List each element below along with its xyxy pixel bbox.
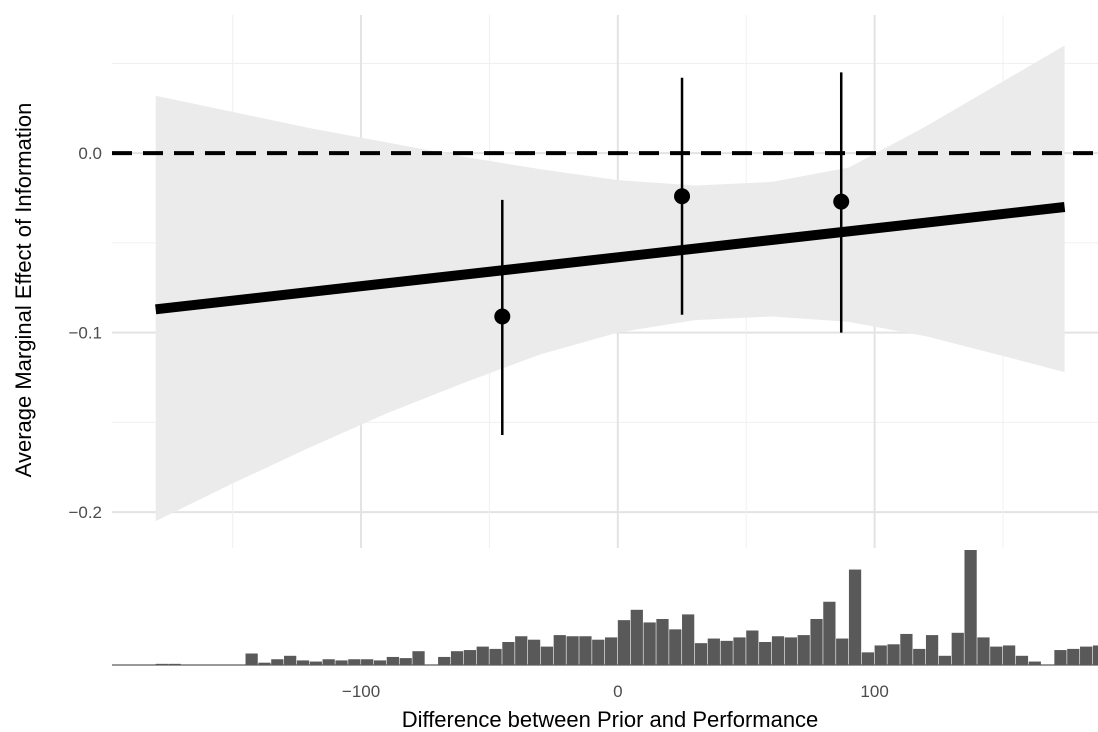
histogram-bar: [438, 656, 451, 665]
histogram-bar: [746, 630, 759, 665]
histogram-bar: [296, 660, 310, 665]
histogram-bar: [913, 648, 926, 665]
histogram-bar: [990, 646, 1003, 665]
histogram-bar: [502, 642, 515, 665]
histogram-bar: [489, 648, 502, 665]
histogram-bar: [951, 632, 964, 665]
x-tick-label: 0: [613, 682, 622, 701]
histogram-bar: [386, 656, 399, 665]
point-estimate: [494, 308, 511, 325]
histogram-bar: [771, 636, 785, 665]
histogram-bar: [1028, 661, 1041, 665]
histogram-bar: [373, 660, 387, 665]
histogram-bar: [925, 635, 939, 665]
histogram-bar: [938, 655, 952, 665]
y-tick-label: −0.2: [68, 503, 102, 522]
histogram-bar: [887, 644, 900, 665]
histogram-bar: [1092, 645, 1098, 665]
histogram-bar: [1067, 648, 1080, 665]
histogram-bar: [733, 637, 746, 665]
histogram-bar: [759, 642, 772, 665]
histogram-bar: [348, 659, 361, 665]
point-estimate: [674, 188, 691, 205]
histogram-bar: [797, 635, 810, 665]
y-tick-label: 0.0: [78, 144, 102, 163]
histogram-bar: [823, 601, 836, 665]
x-tick-label: −100: [342, 682, 380, 701]
histogram-bar: [669, 629, 682, 665]
histogram-bar: [579, 636, 592, 665]
histogram-bar: [450, 651, 464, 665]
y-axis-title: Average Marginal Effect of Information: [11, 103, 36, 478]
histogram-bar: [1002, 645, 1016, 665]
histogram-bar: [566, 636, 579, 665]
point-estimates-layer: [494, 72, 850, 435]
histogram-bar: [1080, 646, 1093, 665]
x-axis-title: Difference between Prior and Performance: [402, 707, 819, 732]
histogram-bar: [335, 660, 348, 665]
histogram-bar: [874, 645, 887, 665]
histogram-bar: [630, 609, 643, 665]
histogram-bar: [694, 643, 708, 665]
point-estimate: [833, 193, 850, 210]
histogram-bar: [682, 614, 695, 665]
histogram-bar: [361, 659, 374, 665]
y-tick-label: −0.1: [68, 324, 102, 343]
histogram-bar: [900, 633, 913, 665]
histogram-bar: [848, 569, 862, 665]
histogram-bar: [399, 658, 412, 665]
histogram-bar: [964, 550, 977, 665]
confidence-band-layer: [155, 45, 1065, 522]
confidence-band: [155, 45, 1065, 522]
histogram-bar: [463, 650, 477, 665]
histogram-bar: [643, 622, 656, 665]
histogram-bar: [1015, 655, 1029, 665]
histogram-bar: [617, 620, 631, 665]
histogram-bar: [515, 636, 528, 665]
histogram-bar: [861, 652, 875, 665]
fit-line: [155, 202, 1066, 315]
histogram-bar: [836, 638, 849, 665]
histogram-bar: [656, 619, 669, 665]
histogram-bar: [720, 640, 733, 665]
histogram-bar: [284, 655, 297, 665]
histogram-bar: [707, 638, 720, 665]
histogram-bar: [322, 659, 335, 665]
histogram-bar: [309, 661, 322, 665]
histogram-bar: [977, 637, 990, 665]
histogram-bar: [271, 659, 284, 665]
x-tick-label: 100: [860, 682, 888, 701]
fit-line-layer: [155, 202, 1066, 315]
histogram-bar: [784, 637, 797, 665]
histogram-bar: [258, 662, 271, 665]
histogram-bar: [810, 619, 823, 665]
histogram-bar: [412, 651, 425, 665]
histogram-bar: [592, 639, 605, 665]
histogram-bar: [476, 646, 489, 665]
histogram-bar: [540, 646, 554, 665]
tick-labels-layer: 0.0 −0.1 −0.2 −100 0 100: [68, 144, 888, 701]
histogram-layer: [112, 550, 1098, 666]
histogram-bar: [1054, 650, 1067, 665]
histogram-bar: [553, 635, 566, 665]
histogram-bar: [245, 653, 258, 665]
histogram-bar: [605, 637, 618, 665]
histogram-bar: [168, 663, 181, 665]
histogram-bar: [155, 663, 168, 665]
histogram-bar: [527, 639, 541, 665]
